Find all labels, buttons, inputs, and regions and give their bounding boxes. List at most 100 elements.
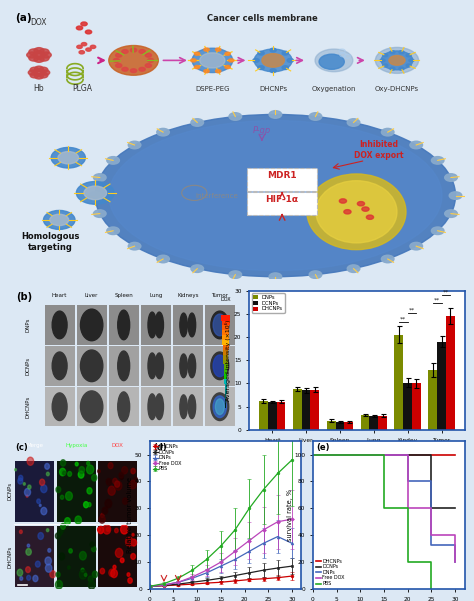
Ellipse shape xyxy=(128,578,132,584)
Ellipse shape xyxy=(19,530,22,534)
Bar xyxy=(223,349,228,355)
Ellipse shape xyxy=(180,313,187,337)
Ellipse shape xyxy=(55,533,60,539)
Ellipse shape xyxy=(18,475,23,481)
Circle shape xyxy=(383,54,388,56)
Text: DOX: DOX xyxy=(31,18,47,27)
Ellipse shape xyxy=(109,569,115,576)
Ellipse shape xyxy=(211,311,229,339)
Ellipse shape xyxy=(126,537,133,546)
Bar xyxy=(403,383,412,430)
Ellipse shape xyxy=(79,570,87,579)
PBS xyxy=(381,451,387,458)
Ellipse shape xyxy=(109,121,442,270)
Bar xyxy=(205,387,235,427)
Ellipse shape xyxy=(50,570,55,578)
Bar xyxy=(222,325,229,331)
Circle shape xyxy=(431,227,444,234)
Circle shape xyxy=(347,119,360,126)
Circle shape xyxy=(51,147,85,168)
Circle shape xyxy=(82,43,87,46)
Ellipse shape xyxy=(27,457,34,465)
Bar xyxy=(378,415,387,430)
DCNPs xyxy=(452,505,458,512)
Ellipse shape xyxy=(188,354,196,377)
Bar xyxy=(109,346,138,386)
Circle shape xyxy=(228,59,234,62)
Bar xyxy=(98,526,137,587)
Circle shape xyxy=(399,50,404,53)
Bar xyxy=(344,422,353,430)
DCNPs xyxy=(310,451,316,458)
Circle shape xyxy=(30,73,39,78)
Circle shape xyxy=(41,52,51,58)
Ellipse shape xyxy=(87,462,90,465)
Ellipse shape xyxy=(46,472,49,476)
Line: Free DOX: Free DOX xyxy=(313,454,455,562)
Circle shape xyxy=(309,113,322,120)
Circle shape xyxy=(116,64,122,67)
Circle shape xyxy=(282,66,288,70)
Circle shape xyxy=(375,47,419,73)
Circle shape xyxy=(130,48,137,52)
Bar xyxy=(437,341,446,430)
Ellipse shape xyxy=(33,575,38,582)
Ellipse shape xyxy=(17,569,23,576)
Ellipse shape xyxy=(28,485,31,489)
Ellipse shape xyxy=(211,393,229,421)
Ellipse shape xyxy=(38,532,44,540)
PBS xyxy=(405,558,410,566)
Circle shape xyxy=(35,74,44,79)
Ellipse shape xyxy=(41,485,47,493)
PBS xyxy=(428,585,434,593)
Text: P-gp: P-gp xyxy=(253,126,271,135)
DHCNPs xyxy=(452,451,458,458)
Circle shape xyxy=(29,49,39,55)
Circle shape xyxy=(406,54,411,56)
Circle shape xyxy=(204,70,209,73)
Ellipse shape xyxy=(59,553,64,560)
Bar xyxy=(109,387,138,427)
Circle shape xyxy=(28,70,37,75)
Bar xyxy=(77,305,107,345)
Ellipse shape xyxy=(75,462,78,466)
Ellipse shape xyxy=(102,507,108,514)
Legend: DNPs, DCNPs, DHCNPs: DNPs, DCNPs, DHCNPs xyxy=(252,293,284,313)
Circle shape xyxy=(262,53,284,67)
Ellipse shape xyxy=(108,486,115,495)
Ellipse shape xyxy=(316,181,397,243)
Circle shape xyxy=(128,141,141,149)
Text: (d): (d) xyxy=(153,442,166,451)
Bar xyxy=(276,401,285,430)
Circle shape xyxy=(383,64,388,67)
Bar xyxy=(259,401,268,430)
DCNPs xyxy=(428,451,434,458)
Text: (e): (e) xyxy=(316,442,329,451)
Ellipse shape xyxy=(92,571,98,578)
Circle shape xyxy=(449,192,462,200)
Ellipse shape xyxy=(148,394,156,419)
Circle shape xyxy=(139,67,145,71)
Ellipse shape xyxy=(155,394,164,419)
Circle shape xyxy=(34,47,44,53)
DNPs xyxy=(405,451,410,458)
Circle shape xyxy=(282,51,288,55)
Ellipse shape xyxy=(100,569,105,574)
Bar xyxy=(173,305,203,345)
Ellipse shape xyxy=(23,483,25,485)
Bar xyxy=(225,393,226,398)
PBS xyxy=(310,451,316,458)
PBS xyxy=(381,505,387,512)
Ellipse shape xyxy=(56,572,60,577)
Circle shape xyxy=(390,50,395,53)
Ellipse shape xyxy=(81,309,103,341)
Y-axis label: survival rate, %: survival rate, % xyxy=(287,489,292,541)
Text: Oxygenation: Oxygenation xyxy=(312,87,356,93)
DNPs xyxy=(452,558,458,566)
Ellipse shape xyxy=(103,525,110,534)
Ellipse shape xyxy=(84,573,87,576)
Circle shape xyxy=(347,265,360,272)
Ellipse shape xyxy=(52,352,67,380)
Ellipse shape xyxy=(88,581,95,590)
Bar xyxy=(223,354,228,359)
